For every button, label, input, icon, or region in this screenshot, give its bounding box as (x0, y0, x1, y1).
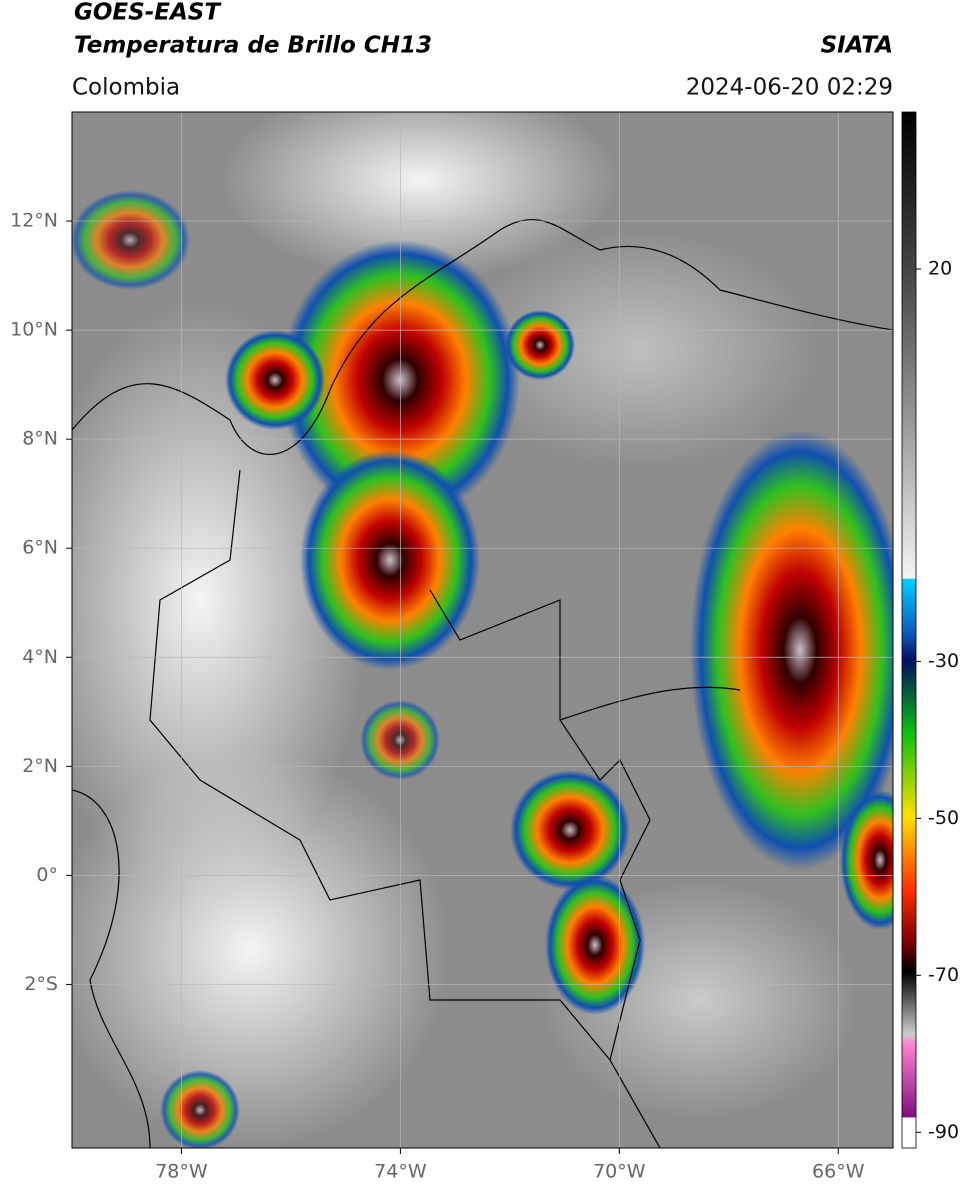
map-frame (71, 111, 894, 1149)
y-tick-label: 8°N (22, 428, 58, 450)
x-tick-label: 78°W (155, 1161, 208, 1183)
colorbar-label: -70 (928, 964, 959, 986)
colorbar-label: -50 (928, 807, 959, 829)
x-tick-label: 74°W (374, 1161, 427, 1183)
y-tick-label: 10°N (10, 319, 58, 341)
colorbar (901, 111, 917, 1149)
colorbar-label: 20 (928, 257, 952, 279)
product: Temperatura de Brillo CH13 (74, 33, 432, 59)
colorbar-label: -90 (928, 1121, 959, 1143)
y-tick-label: 6°N (22, 537, 58, 559)
satellite-image (72, 112, 893, 1148)
agency: SIATA (821, 33, 893, 59)
y-tick-label: 2°N (22, 755, 58, 777)
x-tick-label: 70°W (593, 1161, 646, 1183)
colorbar-label: -30 (928, 650, 959, 672)
x-tick-label: 66°W (812, 1161, 865, 1183)
y-tick-label: 12°N (10, 210, 58, 232)
y-tick-label: 4°N (22, 646, 58, 668)
datetime: 2024-06-20 02:29 (686, 75, 893, 101)
grid (72, 112, 893, 1148)
region: Colombia (72, 75, 180, 101)
source: GOES-EAST (74, 0, 222, 26)
y-tick-label: 0° (36, 864, 58, 886)
y-tick-label: 2°S (24, 973, 58, 995)
